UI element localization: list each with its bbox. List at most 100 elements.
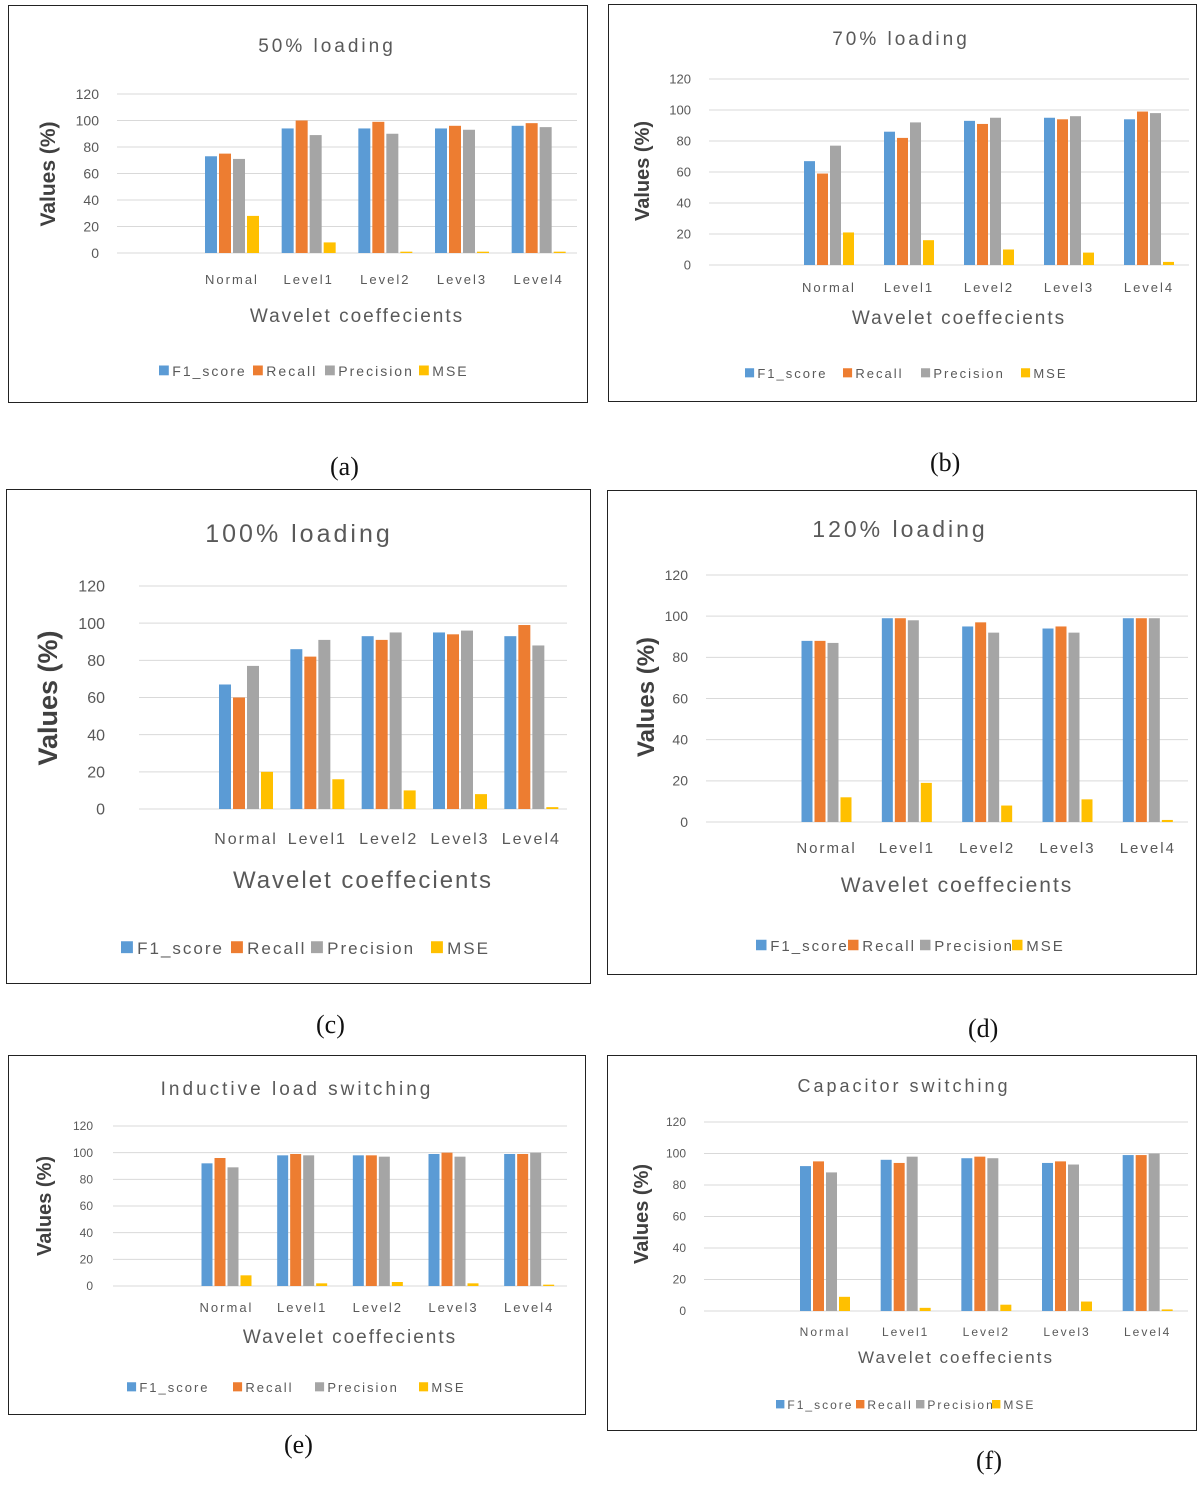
y-tick-label: 100 [73,1146,93,1160]
bar-mse [1083,252,1094,265]
bar-precision [530,1152,542,1286]
bar-recall [817,173,828,265]
chart-svg-b: 120 100 80 60 40 20 0 70% loading Values (%) Norm… [632,29,1189,381]
chart-svg-d: 120 100 80 60 40 20 0 120% loading Values (%) Nor… [633,516,1188,955]
x-category-label: Level3 [1043,1325,1090,1339]
legend-label: F1_score [172,363,246,379]
bar-precision [1068,1164,1079,1311]
bar-recall [449,125,461,253]
x-category-label: Level4 [504,1300,554,1315]
bar-recall [365,1155,377,1286]
bar-f1-score [804,161,815,265]
x-category-label: Level2 [360,272,410,287]
bar-precision [309,135,322,253]
x-category-label: Normal [200,1300,254,1315]
x-category-label: Level1 [277,1300,327,1315]
bar-mse [553,251,566,253]
bar-recall [214,1158,226,1286]
legend-label: F1_score [787,1398,853,1412]
bar-mse [477,251,489,253]
y-tick-label: 20 [673,1273,687,1287]
bar-mse [1081,1301,1092,1311]
legend-label: Recall [245,1380,293,1395]
legend-label: F1_score [139,1380,209,1395]
legend-label: Precision [338,363,414,379]
bar-recall [894,618,906,822]
bar-f1-score [511,125,524,253]
y-axis-label: Values (%) [34,1156,56,1256]
caption-a: (a) [330,452,359,481]
bar-mse [840,797,852,822]
x-category-label: Level4 [1120,840,1176,857]
bar-f1-score [504,636,517,809]
y-axis-label: Values (%) [632,121,654,221]
legend-label: Precision [933,366,1004,381]
bar-mse [839,1296,850,1311]
y-tick-label: 60 [80,1199,94,1213]
x-category-label: Level2 [959,840,1015,857]
bar-f1-score [428,1154,440,1286]
legend-label: Recall [855,366,903,381]
x-category-label: Level1 [882,1325,929,1339]
y-tick-label: 80 [80,1173,94,1187]
bar-mse [261,771,273,809]
y-axis-label: Values (%) [37,121,60,226]
legend-swatch [231,941,243,954]
bar-precision [910,122,921,266]
bar-f1-score [433,632,445,809]
bar-f1-score [277,1155,289,1286]
bar-f1-score [1124,119,1135,265]
chart-panel-f: 120 100 80 60 40 20 0 Capacitor switching Values… [607,1055,1197,1431]
legend-label: MSE [1026,938,1065,955]
legend-swatch [916,1400,925,1409]
bar-mse [1161,1309,1173,1311]
y-tick-label: 60 [673,1210,687,1224]
bar-recall [447,634,459,809]
y-tick-label: 80 [672,649,688,665]
x-axis-label: Wavelet coeffecients [233,867,493,894]
bar-recall [290,1154,302,1286]
y-tick-label: 100 [669,103,691,118]
x-category-label: Level1 [288,831,347,848]
bar-recall [372,121,385,253]
bar-precision [461,630,473,809]
bar-f1-score [435,128,447,253]
bar-recall [295,120,308,253]
y-tick-label: 40 [673,1241,687,1255]
bar-f1-score [1042,628,1054,822]
x-category-label: Normal [214,831,278,848]
bar-f1-score [1122,618,1134,822]
bar-precision [827,642,839,822]
legend-label: MSE [447,939,490,958]
bar-mse [240,1275,252,1286]
bar-precision [318,639,331,809]
bar-mse [1001,805,1013,822]
chart-title: Capacitor switching [797,1076,1010,1096]
legend-swatch [920,939,931,951]
bar-f1-score [361,636,374,809]
legend-label: Recall [867,1398,912,1412]
x-category-label: Level4 [502,831,561,848]
bar-recall [814,640,826,822]
x-category-label: Level2 [964,280,1014,295]
legend-swatch [159,365,169,376]
y-tick-label: 20 [80,1253,94,1267]
legend-swatch [1021,368,1031,378]
chart-panel-a: 120 100 80 60 40 20 0 50% loading Values (%) Norm… [8,5,588,403]
y-tick-label: 40 [80,1226,94,1240]
caption-b: (b) [930,448,961,477]
y-tick-label: 120 [76,86,100,102]
caption-d: (d) [968,1014,999,1043]
y-tick-label: 80 [673,1178,687,1192]
bar-f1-score [881,618,893,822]
y-tick-label: 100 [665,608,689,624]
legend-swatch [431,941,443,954]
bar-recall [897,137,908,265]
legend-swatch [419,1382,429,1392]
bar-precision [987,1158,999,1311]
y-tick-label: 40 [677,196,691,211]
bar-f1-score [961,1158,973,1311]
bar-mse [1003,249,1014,265]
bar-f1-score [504,1154,516,1286]
y-tick-label: 40 [83,192,99,208]
